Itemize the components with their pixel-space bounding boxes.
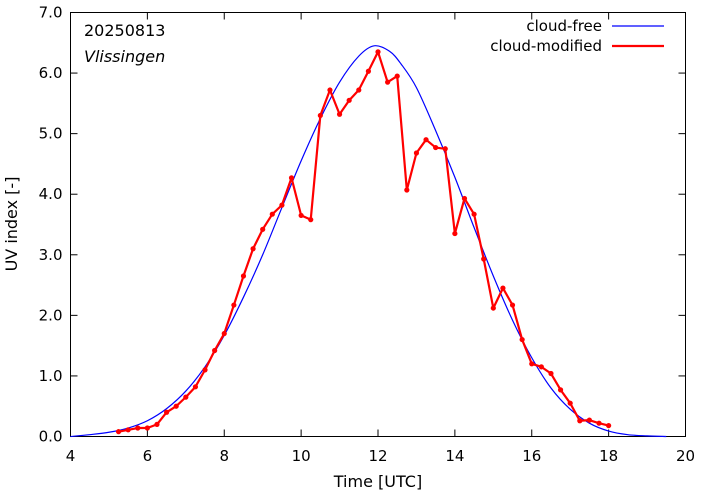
data-point-cloud-modified xyxy=(308,217,314,223)
y-tick-label: 0.0 xyxy=(39,428,63,446)
x-tick-label: 14 xyxy=(445,447,464,465)
data-point-cloud-modified xyxy=(413,150,420,156)
x-tick-label: 4 xyxy=(66,447,76,465)
data-point-cloud-modified xyxy=(404,187,410,193)
x-axis-title: Time [UTC] xyxy=(333,472,422,491)
data-point-cloud-modified xyxy=(135,425,141,431)
data-point-cloud-modified xyxy=(336,111,343,117)
series-layer xyxy=(70,45,667,438)
x-tick-label: 20 xyxy=(676,447,695,465)
data-point-cloud-modified xyxy=(365,68,371,74)
data-point-cloud-modified xyxy=(509,302,516,308)
data-point-cloud-modified xyxy=(557,387,564,393)
data-point-cloud-modified xyxy=(394,73,400,79)
series-line-cloud-modified xyxy=(118,50,609,433)
x-tick-label: 10 xyxy=(292,447,311,465)
x-tick-label: 8 xyxy=(219,447,229,465)
legend: cloud-free cloud-modified xyxy=(490,17,664,55)
y-tick-label: 1.0 xyxy=(39,367,63,385)
data-point-cloud-modified xyxy=(375,49,381,55)
data-point-cloud-modified xyxy=(163,409,170,415)
data-point-cloud-modified xyxy=(529,361,535,367)
data-point-cloud-modified xyxy=(461,195,468,202)
x-tick-label: 6 xyxy=(143,447,153,465)
data-point-cloud-modified xyxy=(519,336,525,343)
data-point-cloud-modified xyxy=(452,230,458,237)
y-tick-label: 4.0 xyxy=(39,185,63,203)
data-point-cloud-modified xyxy=(260,226,266,232)
data-point-cloud-modified xyxy=(288,175,295,181)
axis-ticks xyxy=(70,12,686,437)
axis-tick-labels: 4 6 8 10 12 14 16 18 20 0.0 1.0 2.0 3.0 4.0 5.0 6.0 7.0 xyxy=(39,4,695,466)
data-point-cloud-modified xyxy=(586,417,593,423)
data-point-cloud-modified xyxy=(144,425,150,431)
data-point-cloud-modified xyxy=(596,420,602,426)
data-point-cloud-modified xyxy=(606,422,612,429)
x-tick-label: 16 xyxy=(522,447,541,465)
y-axis-title: UV index [-] xyxy=(2,177,21,272)
data-point-cloud-modified xyxy=(442,146,448,152)
data-point-cloud-modified xyxy=(433,144,439,151)
legend-label-cloud-modified: cloud-modified xyxy=(490,37,602,55)
data-point-cloud-modified xyxy=(490,305,496,311)
data-point-cloud-modified xyxy=(202,367,208,373)
location-annotation: Vlissingen xyxy=(84,47,165,66)
data-point-cloud-modified xyxy=(538,364,544,370)
y-tick-label: 7.0 xyxy=(39,4,63,22)
y-tick-label: 2.0 xyxy=(39,306,63,324)
data-point-cloud-modified xyxy=(356,87,362,93)
data-point-cloud-modified xyxy=(471,211,477,217)
data-point-cloud-modified xyxy=(212,347,218,354)
data-point-cloud-modified xyxy=(115,429,122,435)
data-point-cloud-modified xyxy=(250,246,256,252)
data-point-cloud-modified xyxy=(577,418,583,424)
plot-frame xyxy=(70,12,686,437)
data-point-cloud-modified xyxy=(481,256,487,262)
data-point-cloud-modified xyxy=(183,394,189,400)
x-tick-label: 12 xyxy=(368,447,387,465)
data-point-cloud-modified xyxy=(221,330,227,337)
y-tick-label: 3.0 xyxy=(39,246,63,264)
data-point-cloud-modified xyxy=(298,212,304,219)
date-annotation: 20250813 xyxy=(84,21,165,40)
data-point-cloud-modified xyxy=(346,97,352,103)
data-point-cloud-modified xyxy=(317,112,323,119)
data-point-cloud-modified xyxy=(423,137,429,143)
y-tick-label: 5.0 xyxy=(39,125,63,143)
legend-label-cloud-free: cloud-free xyxy=(526,17,602,35)
data-point-cloud-modified xyxy=(567,400,573,406)
data-point-cloud-modified xyxy=(548,370,554,377)
data-point-cloud-modified xyxy=(385,79,391,85)
x-tick-label: 18 xyxy=(599,447,618,465)
y-tick-label: 6.0 xyxy=(39,64,63,82)
data-point-cloud-modified xyxy=(327,87,333,93)
series-line-cloud-free xyxy=(70,45,667,438)
data-point-cloud-modified xyxy=(154,421,160,427)
data-point-cloud-modified xyxy=(173,403,179,409)
data-point-cloud-modified xyxy=(279,202,285,208)
data-point-cloud-modified xyxy=(192,384,199,390)
data-point-cloud-modified xyxy=(231,302,237,308)
data-point-cloud-modified xyxy=(500,285,506,291)
data-point-cloud-modified xyxy=(269,211,275,217)
data-point-cloud-modified xyxy=(125,427,131,433)
data-point-cloud-modified xyxy=(240,273,247,279)
